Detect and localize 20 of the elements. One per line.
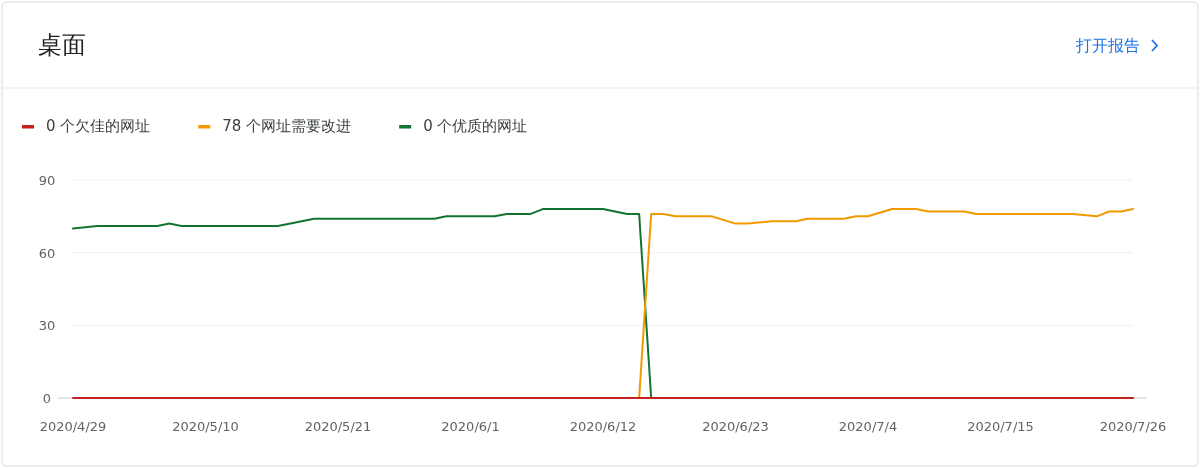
x-tick-label: 2020/7/15: [967, 419, 1034, 434]
x-tick-label: 2020/6/12: [569, 419, 637, 434]
legend-label: 0 个欠佳的网址: [46, 117, 151, 135]
x-tick-label: 2020/5/10: [172, 419, 239, 434]
x-tick-label: 2020/5/21: [304, 419, 372, 434]
x-tick-label: 2020/6/23: [702, 419, 769, 434]
line-series: [638, 208, 1134, 399]
chart-title: 桌面: [38, 31, 86, 59]
y-tick-label: 90: [38, 173, 56, 188]
x-tick-label: 2020/7/4: [838, 419, 898, 434]
legend-label: 0 个优质的网址: [423, 117, 528, 135]
y-tick-label: 0: [42, 391, 52, 406]
line-series: [72, 208, 653, 399]
legend-label: 78 个网址需要改进: [222, 117, 352, 135]
y-tick-label: 60: [38, 245, 56, 261]
x-tick-label: 2020/4/29: [39, 419, 107, 434]
y-tick-label: 30: [38, 318, 56, 334]
x-tick-label: 2020/6/1: [441, 419, 500, 434]
x-tick-label: 2020/7/26: [1099, 419, 1167, 434]
text: 打开报告: [1075, 36, 1140, 55]
